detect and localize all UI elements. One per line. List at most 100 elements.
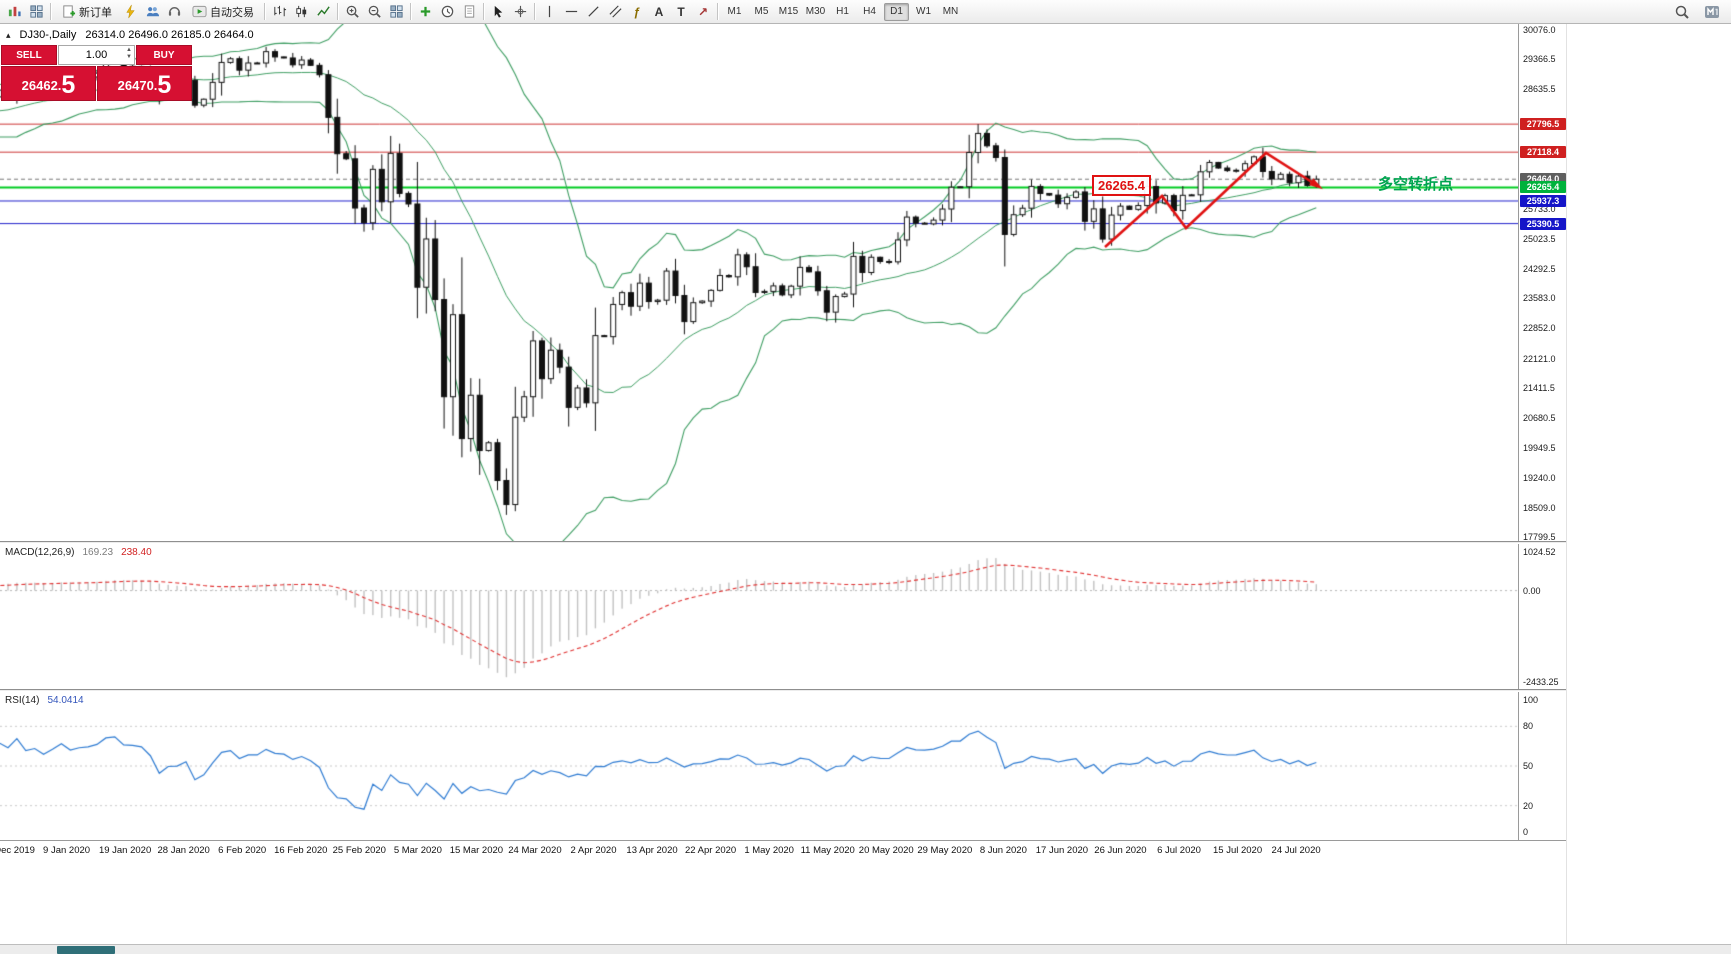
toolbar-separator <box>534 3 535 20</box>
rsi-axis[interactable]: 100 80 50 20 0 <box>1518 692 1566 840</box>
pane-separator[interactable] <box>0 541 1566 544</box>
line-chart-type-icon[interactable] <box>312 2 334 22</box>
date-label: 11 May 2020 <box>800 845 855 856</box>
tile-windows-icon[interactable] <box>385 2 407 22</box>
indicators-icon[interactable] <box>414 2 436 22</box>
fibonacci-icon[interactable]: ƒ <box>633 4 641 19</box>
zoom-in-icon[interactable] <box>341 2 363 22</box>
date-label: 19 Jan 2020 <box>98 845 152 856</box>
toolbar-separator <box>717 3 718 20</box>
horizontal-scrollbar[interactable] <box>0 944 1731 954</box>
rsi-axis-label: 0 <box>1523 827 1529 838</box>
price-axis-label: 30076.0 <box>1523 24 1556 35</box>
toolbar-separator <box>264 3 265 20</box>
date-label: 28 Jan 2020 <box>157 845 210 856</box>
candlestick-chart-type-icon[interactable] <box>290 2 312 22</box>
trendline-icon[interactable] <box>582 2 604 22</box>
search-icon[interactable] <box>1671 2 1693 22</box>
timeframe-m15[interactable]: M15 <box>778 6 799 17</box>
date-label: 20 May 2020 <box>858 845 914 856</box>
date-label: 6 Jul 2020 <box>1157 845 1201 856</box>
community-icon[interactable] <box>141 2 163 22</box>
price-axis-label: 18509.0 <box>1523 502 1556 513</box>
macd-canvas[interactable] <box>0 544 1518 689</box>
bar-chart-type-icon[interactable] <box>268 2 290 22</box>
price-axis[interactable]: 30076.0 29366.5 28635.5 25733.0 25023.5 24292… <box>1518 24 1566 543</box>
buy-price[interactable]: 26470. 5 <box>97 66 192 101</box>
toolbar-separator <box>50 3 51 20</box>
ohlc-values: 26314.0 26496.0 26185.0 26464.0 <box>85 29 254 41</box>
volume-value: 1.00 <box>85 49 108 61</box>
rsi-axis-label: 20 <box>1523 800 1534 811</box>
sell-price-big: 5 <box>61 71 76 99</box>
date-label: 26 Jun 2020 <box>1094 845 1147 856</box>
rsi-axis-label: 50 <box>1523 761 1534 771</box>
autotrading-button[interactable]: 自动交易 <box>185 2 261 22</box>
macd-axis[interactable]: 1024.52 0.00 -2433.25 <box>1518 544 1566 689</box>
arrows-icon[interactable]: ↗ <box>697 4 709 19</box>
toolbar-separator <box>483 3 484 20</box>
date-label: 25 Feb 2020 <box>332 845 386 856</box>
chart-window: ▴ DJ30-,Daily 26314.0 26496.0 26185.0 26… <box>0 24 1566 860</box>
date-label: 24 Mar 2020 <box>508 845 562 856</box>
zoom-out-icon[interactable] <box>363 2 385 22</box>
price-alert-icon[interactable] <box>119 2 141 22</box>
sell-button[interactable]: SELL <box>1 45 57 65</box>
date-label: 29 May 2020 <box>917 845 973 856</box>
price-chart-canvas[interactable] <box>0 24 1518 541</box>
volume-stepper[interactable]: 1.00 ▲ ▼ <box>58 45 135 65</box>
timeframe-h4[interactable]: H4 <box>863 6 876 17</box>
macd-label: MACD(12,26,9) 169.23 238.40 <box>5 547 152 558</box>
timeframe-m5[interactable]: M5 <box>754 6 769 17</box>
macd-pane: MACD(12,26,9) 169.23 238.40 1024.52 0.00 -… <box>0 544 1566 689</box>
symbol-caret-icon[interactable]: ▴ <box>6 29 11 40</box>
date-label: 17 Jun 2020 <box>1035 845 1089 856</box>
date-label: 16 Feb 2020 <box>274 845 328 856</box>
timeframe-mn[interactable]: MN <box>942 6 959 17</box>
horizontal-line-icon[interactable] <box>560 2 582 22</box>
volume-arrows[interactable]: ▲ ▼ <box>126 47 132 61</box>
volume-up-icon[interactable]: ▲ <box>126 47 132 53</box>
price-tag: 26265.4 <box>1520 181 1566 194</box>
price-axis-label: 19949.5 <box>1523 443 1556 454</box>
macd-main-value: 169.23 <box>82 547 114 558</box>
rsi-label: RSI(14) 54.0414 <box>5 695 84 706</box>
price-axis-label: 17799.5 <box>1523 532 1556 543</box>
timeframe-m30[interactable]: M30 <box>805 6 826 17</box>
pane-separator[interactable] <box>0 689 1566 692</box>
text-icon[interactable]: A <box>654 4 664 19</box>
price-axis-label: 25023.5 <box>1523 233 1556 244</box>
timeframe-h1[interactable]: H1 <box>836 6 849 17</box>
scrollbar-thumb[interactable] <box>57 946 115 954</box>
price-tag: 25937.3 <box>1520 194 1566 207</box>
price-axis-label: 21411.5 <box>1523 383 1555 394</box>
market-icon[interactable] <box>163 2 185 22</box>
timeframe-w1[interactable]: W1 <box>916 6 931 17</box>
timeframe-d1[interactable]: D1 <box>884 2 909 21</box>
templates-icon[interactable] <box>458 2 480 22</box>
price-axis-label: 25733.0 <box>1523 204 1556 215</box>
sell-price[interactable]: 26462. 5 <box>1 66 96 101</box>
periodicity-icon[interactable] <box>436 2 458 22</box>
buy-button[interactable]: BUY <box>136 45 192 65</box>
volume-down-icon[interactable]: ▼ <box>126 54 132 60</box>
date-label: 24 Jul 2020 <box>1271 845 1321 856</box>
date-label: 15 Mar 2020 <box>449 845 504 856</box>
date-label: 6 Feb 2020 <box>218 845 267 856</box>
main-chart-pane: ▴ DJ30-,Daily 26314.0 26496.0 26185.0 26… <box>0 24 1566 543</box>
crosshair-icon[interactable] <box>509 2 531 22</box>
charts-profile-icon[interactable] <box>3 2 25 22</box>
vertical-line-icon[interactable] <box>538 2 560 22</box>
cursor-icon[interactable] <box>487 2 509 22</box>
toolbar: 新订单 自动交易 ƒ A T ↗ M1 M5 M15 M30 H1 H4 D1 W1 MN <box>0 0 1731 24</box>
new-order-button[interactable]: 新订单 <box>54 2 119 22</box>
time-axis[interactable]: 31 Dec 2019 9 Jan 2020 19 Jan 2020 28 Jan 2… <box>0 840 1566 860</box>
chart-windows-icon[interactable] <box>25 2 47 22</box>
symbol-name: DJ30-,Daily <box>19 29 77 41</box>
rsi-canvas[interactable] <box>0 692 1518 840</box>
rsi-value: 54.0414 <box>47 695 84 706</box>
timeframe-m1[interactable]: M1 <box>727 6 742 17</box>
date-label: 2 Apr 2020 <box>570 845 617 856</box>
text-label-icon[interactable]: T <box>677 4 685 19</box>
channel-icon[interactable] <box>604 2 626 22</box>
